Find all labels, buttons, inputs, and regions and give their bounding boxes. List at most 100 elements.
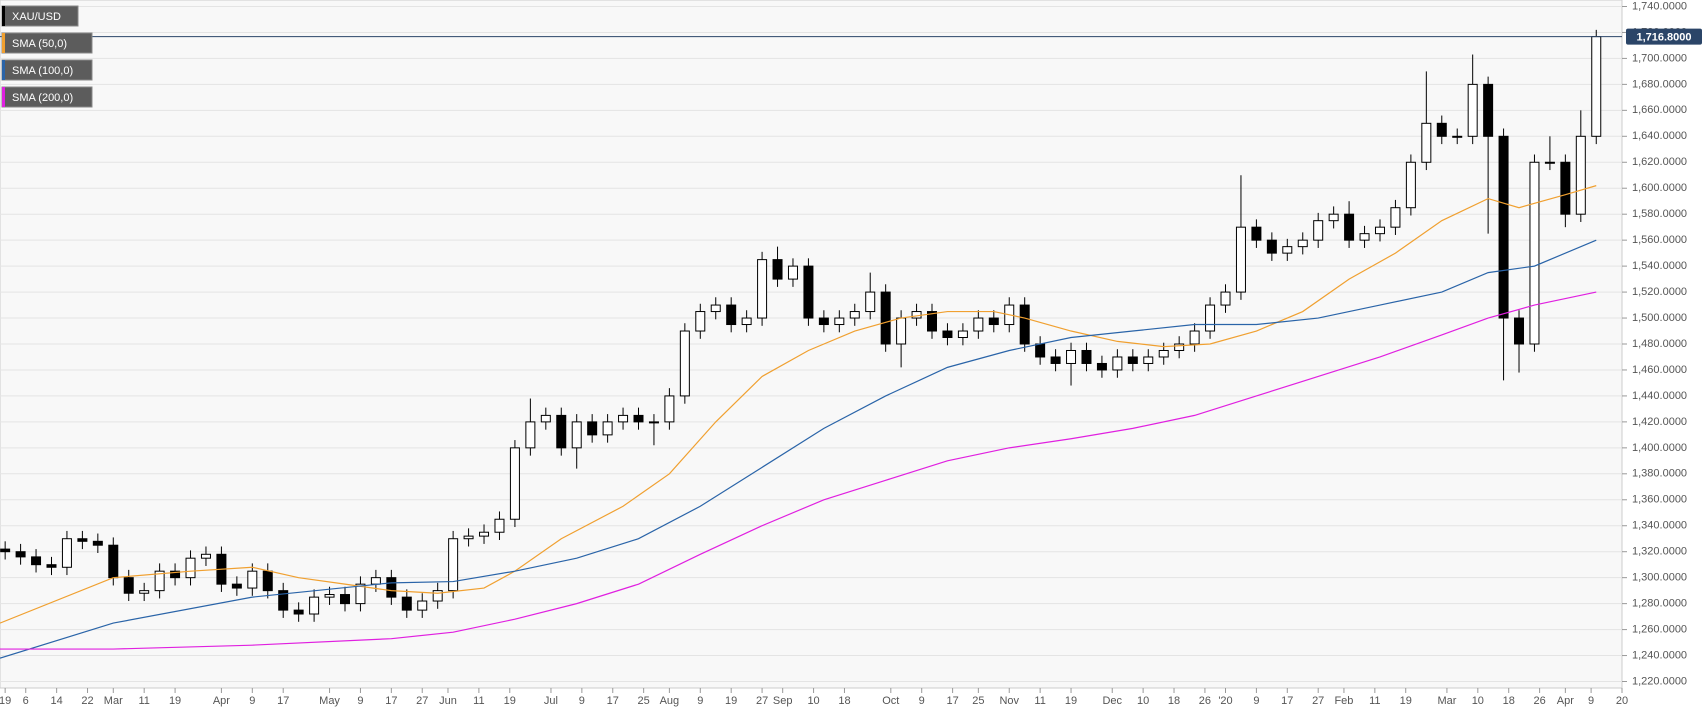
x-tick-label: 19 <box>725 695 737 707</box>
candle-body <box>1297 239 1308 248</box>
candle-body <box>1066 349 1077 364</box>
candle-body <box>278 590 289 611</box>
candle-body <box>741 317 752 326</box>
candle-body <box>46 564 57 568</box>
y-tick-label: 1,440.0000 <box>1632 390 1687 402</box>
candle-body <box>417 600 428 611</box>
y-tick-label: 1,300.0000 <box>1632 572 1687 584</box>
candle-body <box>1514 317 1525 345</box>
x-tick-label: 11 <box>1369 695 1380 707</box>
candle-body <box>401 596 412 611</box>
x-tick-label: 10 <box>807 695 819 707</box>
candle-body <box>231 583 242 589</box>
candle-body <box>1467 83 1478 137</box>
candle-body <box>1483 83 1494 137</box>
candle-body <box>293 609 304 615</box>
x-tick-label: 25 <box>972 695 984 707</box>
candle-body <box>556 414 567 449</box>
candle-body <box>571 421 582 449</box>
y-tick-label: 1,320.0000 <box>1632 546 1687 558</box>
x-tick-label: Jul <box>544 695 558 707</box>
candle-body <box>1143 356 1154 364</box>
sma-line <box>0 291 1597 650</box>
candle-body <box>1127 356 1138 364</box>
x-tick-label: 9 <box>249 695 255 707</box>
legend-swatch <box>2 60 5 80</box>
x-tick-label: May <box>319 695 340 707</box>
candle-body <box>92 540 103 546</box>
candle-body <box>633 414 644 423</box>
x-tick-label: 27 <box>1312 695 1324 707</box>
y-tick-label: 1,600.0000 <box>1632 182 1687 194</box>
candle-body <box>200 553 211 559</box>
x-tick-label: 26 <box>1533 695 1545 707</box>
x-tick-label: Aug <box>660 695 680 707</box>
sma-line <box>0 239 1597 659</box>
x-tick-label: 18 <box>1503 695 1515 707</box>
candle-body <box>108 544 119 579</box>
candle-body <box>1344 213 1355 241</box>
x-tick-label: 17 <box>946 695 958 707</box>
candle-body <box>170 570 181 579</box>
candle-body <box>1035 343 1046 358</box>
y-tick-label: 1,220.0000 <box>1632 675 1687 687</box>
x-tick-label: 20 <box>1616 695 1628 707</box>
candle-body <box>386 577 397 598</box>
y-tick-label: 1,480.0000 <box>1632 338 1687 350</box>
x-tick-label: 19 <box>1400 695 1412 707</box>
candle-body <box>1560 161 1571 215</box>
y-tick-label: 1,240.0000 <box>1632 649 1687 661</box>
y-tick-label: 1,560.0000 <box>1632 234 1687 246</box>
candle-body <box>587 421 598 436</box>
candle-body <box>1050 356 1061 364</box>
x-tick-label: 17 <box>277 695 289 707</box>
candle-body <box>139 590 150 594</box>
x-tick-label: Mar <box>1437 695 1456 707</box>
x-tick-label: 14 <box>51 695 63 707</box>
x-tick-label: 6 <box>23 695 29 707</box>
candle-body <box>648 421 659 424</box>
y-tick-label: 1,520.0000 <box>1632 286 1687 298</box>
candle-body <box>973 317 984 332</box>
x-tick-label: 9 <box>697 695 703 707</box>
y-tick-label: 1,340.0000 <box>1632 520 1687 532</box>
y-tick-label: 1,540.0000 <box>1632 260 1687 272</box>
candle-body <box>1205 304 1216 332</box>
candle-body <box>432 590 443 602</box>
x-tick-label: Mar <box>104 695 123 707</box>
candle-body <box>927 311 938 332</box>
y-tick-label: 1,680.0000 <box>1632 78 1687 90</box>
x-tick-label: 11 <box>1034 695 1045 707</box>
y-tick-label: 1,500.0000 <box>1632 312 1687 324</box>
candle-body <box>1498 135 1509 319</box>
candle-body <box>803 265 814 319</box>
candle-body <box>1266 239 1277 254</box>
candle-body <box>247 570 258 589</box>
x-tick-label: Feb <box>1334 695 1353 707</box>
x-tick-label: 10 <box>1137 695 1149 707</box>
y-tick-label: 1,260.0000 <box>1632 623 1687 635</box>
y-tick-label: 1,460.0000 <box>1632 364 1687 376</box>
legend-swatch <box>2 33 5 53</box>
legend-swatch <box>2 6 5 26</box>
y-tick-label: 1,660.0000 <box>1632 104 1687 116</box>
candle-body <box>1529 161 1540 345</box>
candle-body <box>710 304 721 313</box>
y-tick-label: 1,700.0000 <box>1632 52 1687 64</box>
candle-body <box>757 259 768 319</box>
legend-item: SMA (100,0) <box>1 59 93 81</box>
x-tick-label: 26 <box>1199 695 1211 707</box>
legend-item: SMA (50,0) <box>1 32 93 54</box>
candle-body <box>448 538 459 592</box>
x-tick-label: 9 <box>919 695 925 707</box>
y-tick-label: 1,740.0000 <box>1632 0 1687 12</box>
x-tick-label: Sep <box>773 695 793 707</box>
candle-body <box>123 577 134 594</box>
sma-line <box>0 185 1597 624</box>
candle-body <box>1575 135 1586 215</box>
candle-body <box>618 414 629 423</box>
y-tick-label: 1,360.0000 <box>1632 494 1687 506</box>
x-tick-label: 17 <box>385 695 397 707</box>
candle-body <box>834 317 845 326</box>
